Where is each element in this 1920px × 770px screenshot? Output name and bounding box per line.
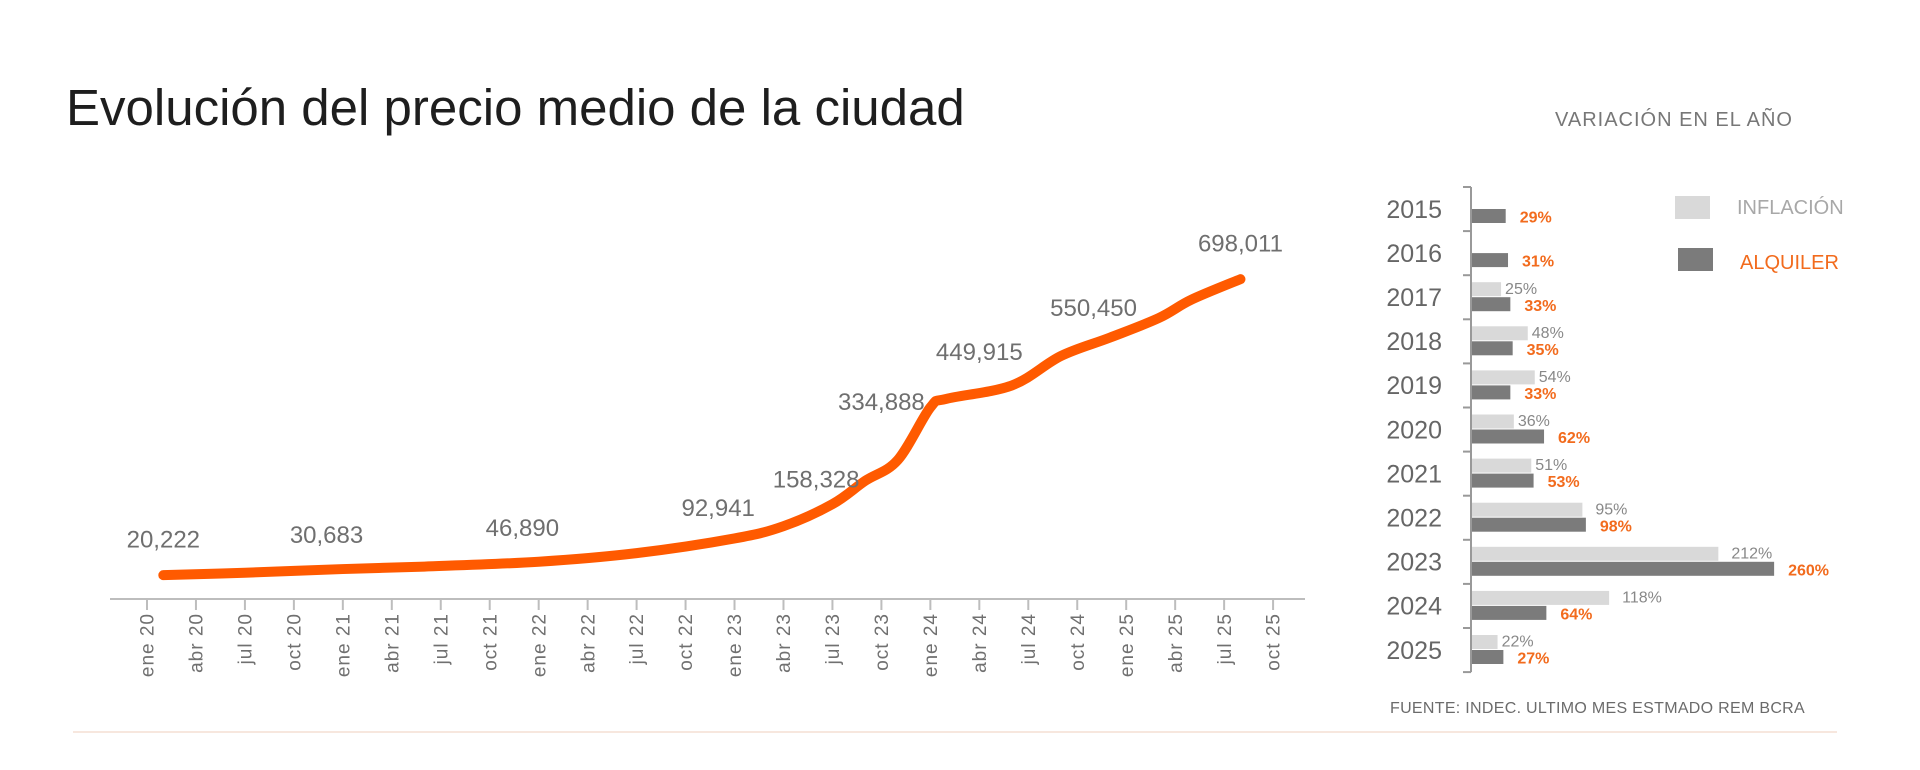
- alquiler-bar: [1472, 650, 1504, 664]
- inflacion-value-label: 95%: [1595, 501, 1627, 518]
- alquiler-bar: [1472, 473, 1534, 488]
- bar-chart-title: VARIACIÓN EN EL AÑO: [1555, 109, 1793, 131]
- source-note: FUENTE: INDEC. ULTIMO MES ESTMADO REM BC…: [1390, 700, 1805, 717]
- inflacion-value-label: 118%: [1622, 590, 1662, 607]
- alquiler-bar: [1472, 385, 1511, 400]
- x-tick-label: ene 22: [529, 613, 550, 677]
- inflacion-value-label: 48%: [1532, 325, 1564, 342]
- divider: [73, 731, 1837, 733]
- alquiler-bar: [1472, 209, 1506, 223]
- alquiler-value-label: 53%: [1548, 474, 1580, 491]
- x-tick-label: abr 21: [382, 613, 403, 673]
- alquiler-value-label: 29%: [1520, 210, 1552, 227]
- alquiler-value-label: 62%: [1558, 430, 1590, 447]
- inflacion-bar: [1472, 635, 1498, 649]
- alquiler-value-label: 98%: [1600, 518, 1632, 535]
- x-tick-label: jul 25: [1215, 613, 1236, 665]
- year-label: 2016: [1386, 240, 1442, 268]
- year-label: 2023: [1386, 549, 1442, 577]
- year-label: 2015: [1386, 196, 1442, 224]
- data-label: 158,328: [773, 466, 860, 493]
- data-label: 92,941: [681, 495, 754, 522]
- inflacion-bar: [1472, 326, 1528, 341]
- inflacion-value-label: 51%: [1535, 457, 1567, 474]
- alquiler-bar: [1472, 605, 1547, 620]
- x-tick-label: abr 24: [970, 613, 991, 673]
- legend-swatch-inflacion: [1675, 196, 1710, 219]
- inflacion-value-label: 36%: [1518, 413, 1550, 430]
- x-tick-label: abr 23: [774, 613, 795, 673]
- x-tick-label: ene 21: [333, 613, 354, 677]
- x-tick-label: oct 24: [1068, 613, 1089, 671]
- x-tick-label: jul 23: [823, 613, 844, 665]
- page-title: Evolución del precio medio de la ciudad: [66, 79, 965, 136]
- data-label: 30,683: [290, 522, 363, 549]
- data-label: 334,888: [838, 389, 925, 416]
- data-label: 46,890: [486, 515, 559, 542]
- alquiler-bar: [1472, 253, 1509, 268]
- line-chart: ene 20 abr 20 jul 20 oct 20 ene 21 abr 21 jul …: [110, 231, 1305, 677]
- alquiler-bar: [1472, 517, 1586, 532]
- x-tick-label: ene 23: [725, 613, 746, 677]
- x-tick-label: jul 24: [1019, 613, 1040, 665]
- alquiler-value-label: 33%: [1524, 298, 1556, 315]
- x-tick-label: oct 22: [676, 613, 697, 671]
- bar-chart: 2015 29%2016 31%2017 25%33%2018 48%35%2019 54…: [1386, 186, 1844, 674]
- year-label: 2021: [1386, 460, 1442, 488]
- data-label: 20,222: [127, 527, 200, 554]
- inflacion-value-label: 54%: [1539, 369, 1571, 386]
- year-label: 2019: [1386, 372, 1442, 400]
- alquiler-bar: [1472, 561, 1775, 576]
- x-tick-label: ene 24: [921, 613, 942, 677]
- inflacion-value-label: 25%: [1505, 281, 1537, 298]
- year-label: 2022: [1386, 505, 1442, 533]
- year-label: 2020: [1386, 416, 1442, 444]
- inflacion-bar: [1472, 414, 1514, 429]
- x-tick-label: oct 25: [1264, 613, 1285, 671]
- inflacion-bar: [1472, 458, 1532, 473]
- alquiler-bar: [1472, 297, 1511, 312]
- x-tick-label: ene 25: [1117, 613, 1138, 677]
- price-line: [158, 274, 1246, 581]
- inflacion-bar: [1472, 502, 1583, 517]
- legend-label-inflacion: INFLACIÓN: [1737, 196, 1844, 219]
- inflacion-bar: [1472, 282, 1502, 297]
- inflacion-value-label: 212%: [1731, 545, 1772, 562]
- inflacion-bar: [1472, 546, 1719, 561]
- year-label: 2024: [1386, 593, 1442, 621]
- x-tick-label: oct 20: [285, 613, 306, 671]
- data-label: 550,450: [1050, 295, 1137, 322]
- x-tick-label: abr 25: [1166, 613, 1187, 673]
- inflacion-bar: [1472, 590, 1610, 605]
- data-label: 449,915: [936, 339, 1023, 366]
- data-label: 698,011: [1198, 231, 1283, 258]
- alquiler-value-label: 33%: [1524, 386, 1556, 403]
- inflacion-bar: [1472, 370, 1535, 385]
- x-tick-label: jul 20: [236, 613, 257, 665]
- x-tick-label: oct 23: [872, 613, 893, 671]
- alquiler-bar: [1472, 429, 1545, 444]
- alquiler-value-label: 260%: [1788, 562, 1829, 579]
- alquiler-bar: [1472, 341, 1513, 356]
- year-label: 2017: [1386, 284, 1442, 312]
- x-tick-label: abr 22: [578, 613, 599, 673]
- year-label: 2018: [1386, 328, 1442, 356]
- legend-label-alquiler: ALQUILER: [1740, 252, 1839, 274]
- inflacion-value-label: 22%: [1502, 634, 1534, 651]
- alquiler-value-label: 31%: [1522, 254, 1554, 271]
- alquiler-value-label: 64%: [1560, 607, 1592, 624]
- x-tick-label: oct 21: [480, 613, 501, 671]
- x-tick-label: jul 21: [431, 613, 452, 665]
- year-label: 2025: [1386, 637, 1442, 665]
- x-tick-label: ene 20: [138, 613, 159, 677]
- x-tick-label: abr 20: [187, 613, 208, 673]
- alquiler-value-label: 27%: [1517, 651, 1549, 668]
- x-tick-label: jul 22: [627, 613, 648, 665]
- legend-swatch-alquiler: [1678, 248, 1713, 271]
- alquiler-value-label: 35%: [1527, 342, 1559, 359]
